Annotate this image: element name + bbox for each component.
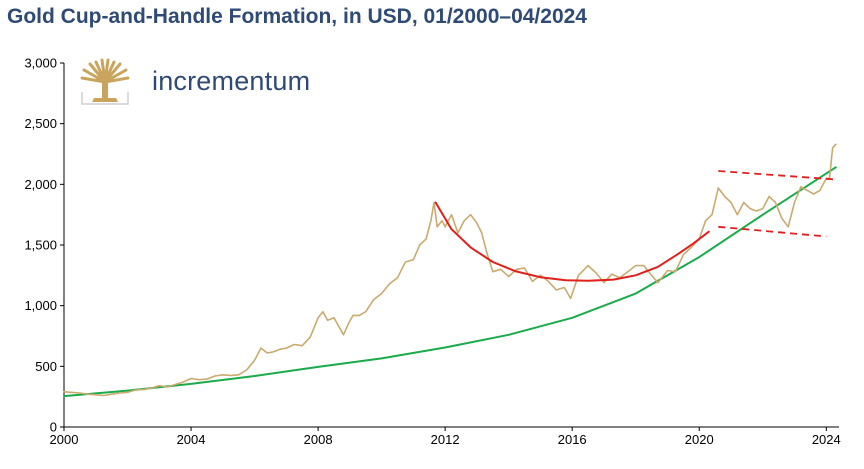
series-line-cup <box>434 201 710 282</box>
x-tick-label: 2008 <box>304 432 333 447</box>
x-tick-label: 2004 <box>177 432 206 447</box>
y-ticks: 0 500 1,000 1,500 2,000 2,500 3,000 <box>24 56 64 435</box>
series-line-long-term-trend <box>63 166 837 398</box>
brand-logo: incrementum <box>80 58 350 108</box>
y-tick-label: 2,500 <box>24 116 57 131</box>
y-tick-label: 500 <box>35 359 57 374</box>
x-tick-label: 2012 <box>431 432 460 447</box>
y-tick-label: 3,000 <box>24 56 57 71</box>
chart-title: Gold Cup-and-Handle Formation, in USD, 0… <box>7 5 587 28</box>
x-tick-label: 2024 <box>812 432 841 447</box>
handle-line-2 <box>718 225 827 238</box>
plot-area <box>63 143 837 398</box>
series-line-gold-price <box>63 143 837 397</box>
tree-logo-icon <box>80 58 130 105</box>
brand-name: incrementum <box>152 66 311 96</box>
y-tick-label: 2,000 <box>24 177 57 192</box>
x-tick-label: 2016 <box>558 432 587 447</box>
chart-axes <box>63 63 839 428</box>
y-tick-label: 0 <box>50 420 57 435</box>
handle-line-1 <box>718 170 836 181</box>
y-tick-label: 1,500 <box>24 238 57 253</box>
x-tick-label: 2000 <box>50 432 79 447</box>
y-tick-label: 1,000 <box>24 298 57 313</box>
x-tick-label: 2020 <box>685 432 714 447</box>
x-ticks: 2000 2004 2008 2012 2016 2020 2024 <box>50 427 841 447</box>
